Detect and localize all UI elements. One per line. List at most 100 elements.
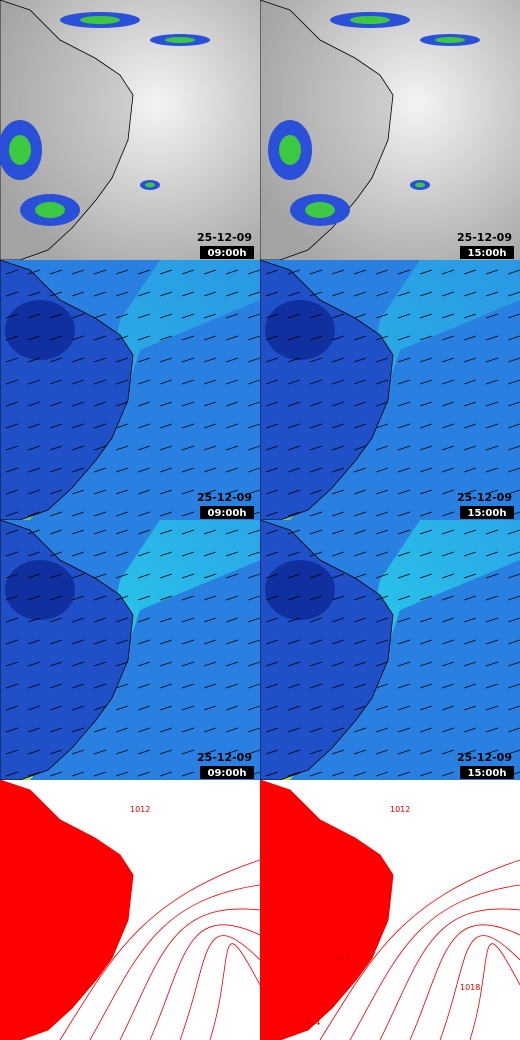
wind-arrow <box>71 705 85 711</box>
wind-arrow <box>159 529 173 535</box>
wind-arrow <box>203 291 217 297</box>
wind-arrow <box>93 529 107 535</box>
wind-arrow <box>5 467 19 473</box>
wind-arrow <box>93 489 107 495</box>
wind-arrow <box>27 291 41 297</box>
wind-arrow <box>27 529 41 535</box>
wind-arrow <box>27 749 41 755</box>
wind-arrow <box>441 661 455 667</box>
wind-arrow <box>49 379 63 385</box>
wind-arrow <box>353 771 367 777</box>
map-panel: 25-12-09 09:00h <box>0 260 260 520</box>
wind-arrow <box>309 335 323 341</box>
isobar-label: 1018 <box>460 983 480 992</box>
wind-arrow <box>115 445 129 451</box>
wind-arrow <box>5 573 19 579</box>
wind-arrow <box>463 335 477 341</box>
wind-arrow <box>265 749 279 755</box>
wind-arrow <box>225 705 239 711</box>
wind-arrow <box>441 269 455 275</box>
wind-arrow <box>441 749 455 755</box>
wind-arrow <box>419 639 433 645</box>
wind-arrow <box>463 291 477 297</box>
wind-arrow <box>247 573 260 579</box>
wind-arrow <box>49 313 63 319</box>
wind-arrow <box>137 683 151 689</box>
wind-arrow <box>485 683 499 689</box>
wind-arrow <box>93 423 107 429</box>
wind-arrow <box>247 467 260 473</box>
cloud-core <box>145 182 155 188</box>
wind-arrow <box>71 617 85 623</box>
wind-arrow <box>375 423 389 429</box>
wind-arrow <box>181 401 195 407</box>
wind-arrow <box>5 401 19 407</box>
wind-arrow <box>353 379 367 385</box>
wind-arrow <box>375 595 389 601</box>
coastline <box>0 0 134 260</box>
wind-arrow <box>71 489 85 495</box>
wind-arrow <box>463 749 477 755</box>
wind-arrow <box>287 683 301 689</box>
wind-arrow <box>159 595 173 601</box>
wind-arrow <box>181 489 195 495</box>
wind-arrow <box>49 401 63 407</box>
wind-arrow <box>27 727 41 733</box>
wind-arrow <box>507 639 520 645</box>
wind-arrow <box>397 551 411 557</box>
wind-arrow <box>225 467 239 473</box>
wind-arrow <box>441 639 455 645</box>
isobar <box>89 884 260 1040</box>
wind-arrow <box>203 705 217 711</box>
wind-arrow <box>265 573 279 579</box>
wind-arrow <box>485 551 499 557</box>
date-label: 25-12-09 <box>457 751 512 764</box>
wind-arrow <box>331 771 345 777</box>
wind-arrow <box>137 379 151 385</box>
wind-arrow <box>463 401 477 407</box>
isobar <box>469 943 520 1040</box>
wind-arrow <box>265 489 279 495</box>
wind-arrow <box>247 529 260 535</box>
wind-arrow <box>507 489 520 495</box>
wind-arrow <box>485 269 499 275</box>
wind-arrow <box>137 617 151 623</box>
wind-arrow <box>5 617 19 623</box>
wind-arrow <box>49 595 63 601</box>
time-box <box>460 506 514 519</box>
wind-arrow <box>49 467 63 473</box>
time-label: 15:00h <box>468 768 507 779</box>
wind-arrow <box>247 379 260 385</box>
wind-arrow <box>441 291 455 297</box>
wind-arrow <box>309 595 323 601</box>
wind-arrow <box>375 661 389 667</box>
wind-arrow <box>441 771 455 777</box>
wind-arrow <box>49 705 63 711</box>
wind-arrow <box>115 727 129 733</box>
panel-content <box>260 780 520 1040</box>
wind-arrow <box>265 727 279 733</box>
panel-content <box>260 0 520 260</box>
wind-arrow <box>49 749 63 755</box>
wind-arrow <box>27 423 41 429</box>
wind-arrow <box>507 727 520 733</box>
wind-arrow <box>397 269 411 275</box>
wind-arrow <box>115 573 129 579</box>
wind-arrow <box>115 683 129 689</box>
wind-arrow <box>441 683 455 689</box>
wind-arrow <box>115 529 129 535</box>
wind-arrow <box>71 269 85 275</box>
wind-arrow <box>507 705 520 711</box>
wind-arrow <box>419 771 433 777</box>
wind-arrow <box>463 551 477 557</box>
wind-arrow <box>27 639 41 645</box>
wind-arrow <box>159 683 173 689</box>
wind-arrow <box>375 573 389 579</box>
wind-arrow <box>331 401 345 407</box>
wind-arrow <box>93 357 107 363</box>
wind-arrow <box>49 661 63 667</box>
isobar <box>179 935 260 1040</box>
wind-arrow <box>71 291 85 297</box>
cloud-core <box>165 37 195 43</box>
wind-arrow <box>397 727 411 733</box>
